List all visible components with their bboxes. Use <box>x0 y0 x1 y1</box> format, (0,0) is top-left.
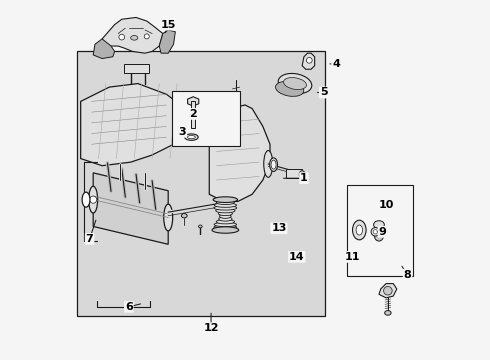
Text: 1: 1 <box>300 173 308 183</box>
Polygon shape <box>188 97 199 106</box>
Ellipse shape <box>214 225 237 229</box>
Ellipse shape <box>82 192 90 207</box>
Text: 14: 14 <box>289 252 305 262</box>
Polygon shape <box>93 39 115 59</box>
Ellipse shape <box>216 228 235 232</box>
Ellipse shape <box>352 220 366 240</box>
Ellipse shape <box>374 230 384 241</box>
Text: 9: 9 <box>379 227 387 237</box>
Ellipse shape <box>356 225 363 235</box>
Circle shape <box>384 287 392 295</box>
Bar <box>191 102 196 128</box>
Bar <box>123 64 148 73</box>
Bar <box>347 185 413 276</box>
Ellipse shape <box>212 227 239 233</box>
Text: 11: 11 <box>344 252 360 262</box>
Ellipse shape <box>220 214 231 219</box>
Ellipse shape <box>275 81 304 96</box>
Ellipse shape <box>216 208 235 213</box>
Circle shape <box>119 34 124 40</box>
Text: 5: 5 <box>320 87 327 98</box>
Ellipse shape <box>214 203 237 207</box>
Text: 12: 12 <box>203 323 219 333</box>
Circle shape <box>371 228 380 236</box>
Ellipse shape <box>299 171 305 179</box>
Text: 3: 3 <box>179 127 186 137</box>
Ellipse shape <box>131 36 138 40</box>
Bar <box>172 91 240 146</box>
Ellipse shape <box>216 220 235 224</box>
Bar <box>286 169 302 178</box>
Ellipse shape <box>278 73 312 94</box>
Ellipse shape <box>385 311 391 315</box>
Ellipse shape <box>271 160 276 169</box>
Polygon shape <box>159 30 175 53</box>
Circle shape <box>90 196 97 203</box>
Text: 6: 6 <box>125 302 133 312</box>
Ellipse shape <box>198 225 202 228</box>
Polygon shape <box>302 53 315 69</box>
Ellipse shape <box>219 198 232 202</box>
Circle shape <box>373 230 377 234</box>
Polygon shape <box>380 203 386 208</box>
Ellipse shape <box>218 211 232 216</box>
Ellipse shape <box>188 135 196 139</box>
Polygon shape <box>93 173 168 244</box>
Text: 7: 7 <box>86 234 94 244</box>
Text: 15: 15 <box>161 19 176 30</box>
Polygon shape <box>102 18 163 53</box>
Ellipse shape <box>219 217 232 221</box>
Text: 13: 13 <box>271 223 287 233</box>
Ellipse shape <box>284 77 306 90</box>
Polygon shape <box>81 84 188 166</box>
Circle shape <box>144 34 149 39</box>
Text: 8: 8 <box>404 270 412 280</box>
Ellipse shape <box>264 150 272 177</box>
Ellipse shape <box>214 206 237 210</box>
Ellipse shape <box>214 222 237 227</box>
Ellipse shape <box>373 221 384 229</box>
Ellipse shape <box>89 186 98 213</box>
Ellipse shape <box>216 200 234 204</box>
Ellipse shape <box>164 204 172 231</box>
Polygon shape <box>379 284 397 298</box>
Text: 10: 10 <box>378 200 394 210</box>
Text: 4: 4 <box>332 59 340 69</box>
Ellipse shape <box>300 172 304 177</box>
Ellipse shape <box>213 197 238 203</box>
Bar <box>77 51 325 316</box>
Ellipse shape <box>270 158 277 171</box>
Text: 2: 2 <box>189 109 197 119</box>
Ellipse shape <box>185 134 198 140</box>
Ellipse shape <box>181 213 187 218</box>
Circle shape <box>306 58 312 63</box>
Polygon shape <box>209 105 270 202</box>
